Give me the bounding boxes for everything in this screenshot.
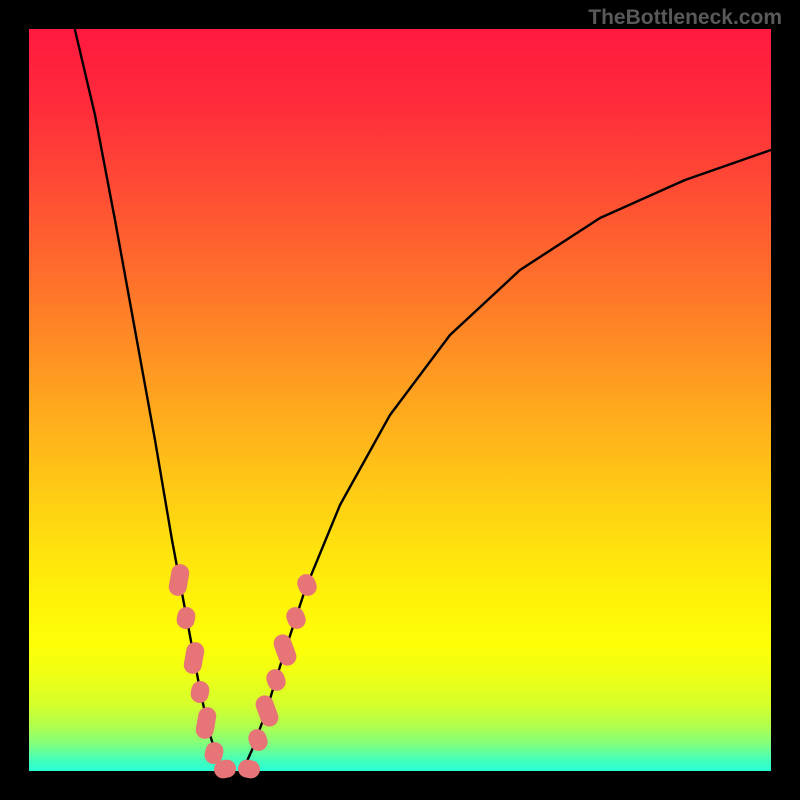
- bottleneck-curve-svg: [0, 0, 800, 800]
- watermark-text: TheBottleneck.com: [588, 6, 782, 30]
- figure-canvas: TheBottleneck.com: [0, 0, 800, 800]
- curve-right-branch: [242, 150, 771, 772]
